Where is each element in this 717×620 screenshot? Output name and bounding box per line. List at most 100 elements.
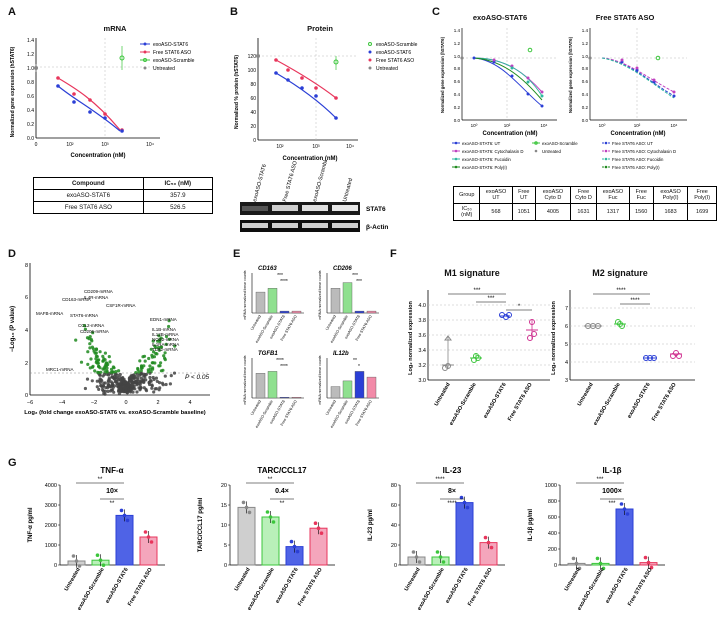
volcano-point [147, 356, 151, 361]
svg-text:IL1RA-mRNA: IL1RA-mRNA [152, 342, 179, 347]
a-ytick: 0.8 [27, 80, 34, 86]
svg-text:Free STAT6 ASO: UT: Free STAT6 ASO: UT [612, 141, 653, 146]
volcano-point [117, 382, 122, 386]
svg-text:Untreated: Untreated [542, 149, 561, 154]
svg-text:****: **** [630, 298, 640, 304]
g-point [601, 566, 606, 571]
svg-text:0: 0 [253, 138, 256, 144]
g-point [313, 521, 318, 525]
g-ytick: 3000 [45, 503, 57, 509]
svg-text:***: *** [473, 288, 481, 294]
g-ytick: 600 [548, 515, 557, 521]
volcano-point [121, 376, 125, 380]
volcano-point [107, 378, 111, 382]
g-xcat: Untreated [564, 567, 582, 592]
svg-text:Log₂ (fold change exoASO-STAT6: Log₂ (fold change exoASO-STAT6 vs. exoAS… [24, 410, 206, 416]
a-ytick: 0.2 [27, 122, 34, 128]
e-bar [279, 310, 290, 314]
e-sig: **** [280, 364, 288, 370]
g-point [411, 550, 416, 554]
g-sig: ** [110, 501, 115, 507]
g-xcat: Untreated [234, 567, 252, 592]
g-point [574, 561, 579, 566]
svg-text:0.4: 0.4 [582, 92, 589, 97]
svg-text:Free STAT6 ASO: Free STAT6 ASO [651, 381, 678, 422]
svg-text:0.8: 0.8 [582, 66, 589, 71]
g-fold: 8× [448, 488, 456, 495]
volcano-point [150, 383, 154, 387]
g-ytick: 2000 [45, 523, 57, 529]
volcano-point [95, 385, 99, 389]
volcano-point [152, 350, 156, 354]
volcano-point [91, 331, 95, 335]
volcano-point [112, 390, 116, 394]
g-sig: ** [280, 501, 285, 507]
svg-text:0.6: 0.6 [454, 79, 461, 84]
panel-d-volcano: 0 2 4 6 8 −6 −4 −2 0 2 4 Log₂ (fold change exoASO… [10, 263, 210, 416]
g-point [486, 540, 491, 545]
volcano-point [156, 339, 160, 343]
volcano-point [98, 366, 102, 370]
volcano-point [82, 324, 87, 328]
volcano-point [149, 347, 153, 351]
g-point [414, 555, 419, 559]
volcano-point [167, 324, 171, 329]
panel-letter-e: E [233, 248, 241, 260]
a-free-points [56, 76, 124, 132]
svg-text:TLR2-mRNA: TLR2-mRNA [152, 347, 178, 352]
g-xcat: Free STAT6 ASO [467, 566, 494, 607]
g-sig: **** [435, 477, 445, 483]
g-xcat: Free STAT6 ASO [127, 566, 154, 607]
volcano-point [139, 380, 143, 384]
a-legend-item: Untreated [153, 66, 175, 72]
svg-text:3.6: 3.6 [418, 333, 426, 339]
svg-text:10⁴: 10⁴ [671, 123, 678, 128]
g-point [319, 531, 324, 535]
svg-text:exoASO-Scramble: exoASO-Scramble [593, 382, 622, 427]
svg-text:3.4: 3.4 [418, 348, 426, 354]
svg-text:0.6: 0.6 [582, 79, 589, 84]
volcano-point [138, 359, 142, 363]
g-ylabel: TNF-α pg/ml [28, 507, 34, 542]
volcano-point [163, 374, 167, 378]
e-bar [366, 310, 377, 314]
e-sig: *** [352, 273, 358, 279]
g-ytick: 400 [548, 531, 557, 537]
g-ytick: 1000 [545, 483, 557, 489]
volcano-point [87, 337, 91, 341]
volcano-point [93, 351, 97, 355]
svg-text:exoASO-Scramble: exoASO-Scramble [376, 42, 418, 48]
a-xlabel: Concentration (nM) [71, 153, 126, 159]
svg-text:4: 4 [188, 400, 191, 406]
g-point [149, 540, 154, 544]
svg-text:1.4: 1.4 [454, 28, 461, 33]
a-ic50-table: Compound IC₅₀ (nM) exoASO-STAT6 357.9 Free… [33, 177, 214, 214]
g-point [247, 510, 252, 515]
g-xcat: exoASO-Scramble [417, 567, 446, 612]
panel-c-title-2: Free STAT6 ASO [595, 13, 655, 22]
g-xcat: exoASO-STAT6 [605, 567, 630, 605]
volcano-point [142, 364, 146, 368]
svg-text:Free STAT6 ASO: Poly(I): Free STAT6 ASO: Poly(I) [612, 165, 660, 170]
svg-text:4: 4 [25, 328, 28, 334]
g-title: TNF-α [100, 466, 123, 475]
svg-text:10²: 10² [634, 123, 641, 128]
volcano-point [106, 389, 110, 393]
g-xcat: exoASO-STAT6 [445, 567, 470, 605]
g-point [577, 566, 582, 571]
g-ytick: 1000 [45, 543, 57, 549]
volcano-point [152, 390, 156, 394]
volcano-point [101, 359, 105, 363]
volcano-point [163, 358, 167, 362]
volcano-point [129, 390, 133, 394]
volcano-point [107, 355, 111, 359]
g-point [646, 560, 651, 565]
volcano-point [167, 319, 171, 323]
volcano-point [83, 386, 87, 391]
e-xcat: Untreated [250, 315, 262, 331]
a-table-cell: 526.5 [142, 201, 214, 214]
volcano-point [103, 364, 107, 368]
volcano-point [139, 369, 143, 373]
a-ylabel: Normalized gene expression (hSTAT6) [10, 46, 16, 137]
svg-text:10²: 10² [276, 144, 284, 150]
